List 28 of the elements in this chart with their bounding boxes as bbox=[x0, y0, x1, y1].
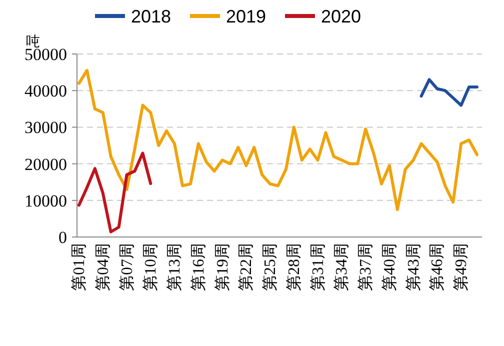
y-tick-label: 0 bbox=[58, 228, 67, 247]
x-tick-label: 第34周 bbox=[334, 243, 351, 291]
line-series bbox=[78, 68, 478, 212]
x-tick-label: 第31周 bbox=[310, 243, 327, 291]
legend-label: 2018 bbox=[131, 6, 172, 26]
x-tick-label: 第40周 bbox=[381, 243, 398, 291]
x-tick-label: 第07周 bbox=[118, 243, 136, 291]
x-tick-label: 第04周 bbox=[94, 243, 112, 291]
x-tick-label: 第25周 bbox=[262, 243, 280, 291]
x-tick-label: 第13周 bbox=[166, 243, 184, 291]
legend-label: 2019 bbox=[226, 6, 266, 26]
x-tick-label: 第28周 bbox=[286, 243, 303, 291]
x-tick-label: 第37周 bbox=[358, 243, 375, 291]
x-tick-label: 第16周 bbox=[190, 243, 208, 291]
y-tick-label: 30000 bbox=[24, 118, 67, 138]
line-series bbox=[420, 78, 478, 107]
x-tick-label: 第46周 bbox=[429, 243, 446, 291]
y-tick-label: 10000 bbox=[24, 191, 67, 210]
y-tick-label: 20000 bbox=[24, 154, 67, 174]
x-tick-label: 第43周 bbox=[405, 243, 422, 291]
x-tick-label: 第10周 bbox=[142, 243, 160, 291]
legend-label: 2020 bbox=[321, 6, 362, 26]
x-tick-label: 第01周 bbox=[71, 243, 88, 291]
y-tick-label: 40000 bbox=[24, 82, 67, 101]
x-tick-label: 第19周 bbox=[214, 243, 232, 291]
x-tick-label: 第22周 bbox=[238, 243, 256, 291]
line-series bbox=[78, 152, 152, 234]
x-tick-label: 第49周 bbox=[453, 243, 470, 291]
